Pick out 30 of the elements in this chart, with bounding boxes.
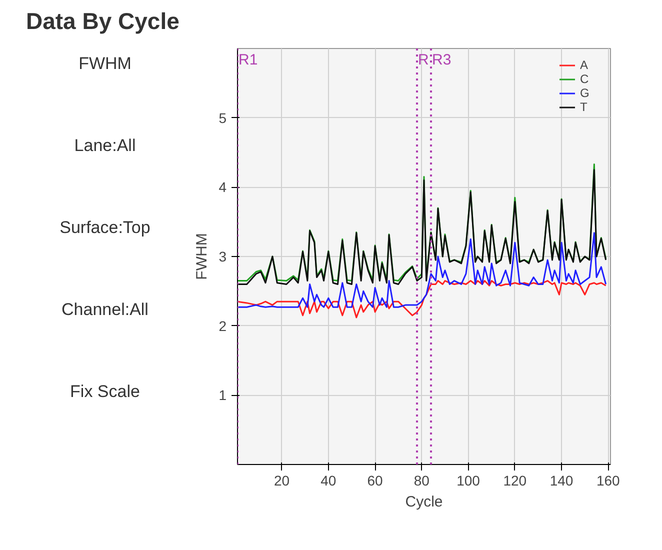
text: Channel:All <box>62 298 148 321</box>
chart-title: Data By Cycle <box>26 7 180 36</box>
x-tick-label: 20 <box>274 472 290 488</box>
y-tick-label: 5 <box>218 110 227 126</box>
line-series <box>238 280 607 318</box>
text: FWHM <box>78 52 132 75</box>
x-tick-label: 100 <box>456 472 480 488</box>
x-tick-label: 40 <box>320 472 336 488</box>
x-tick-label: 120 <box>503 472 527 488</box>
x-tick-label: 160 <box>596 472 620 488</box>
ref-line-label: R3 <box>432 51 452 68</box>
legend-label: T <box>580 100 588 114</box>
legend-label: C <box>580 72 590 86</box>
legend-label: A <box>580 58 590 72</box>
text: Fix Scale <box>70 380 140 403</box>
y-tick-label: 4 <box>218 179 227 196</box>
x-tick-label: 60 <box>367 472 384 488</box>
y-tick-label: 1 <box>218 387 227 404</box>
text: Surface:Top <box>60 216 150 239</box>
text: Lane:All <box>74 134 136 157</box>
ref-line-label: R <box>418 51 430 68</box>
x-axis-title: Cycle <box>405 493 443 510</box>
y-tick-label: 2 <box>218 318 227 334</box>
ref-line-label: R1 <box>238 51 258 68</box>
line-series <box>238 232 607 308</box>
y-axis-title: FWHM <box>194 233 211 280</box>
legend-label: G <box>580 86 590 100</box>
y-tick-label: 3 <box>218 248 227 264</box>
x-tick-label: 140 <box>550 472 574 488</box>
x-tick-label: 80 <box>414 472 430 488</box>
